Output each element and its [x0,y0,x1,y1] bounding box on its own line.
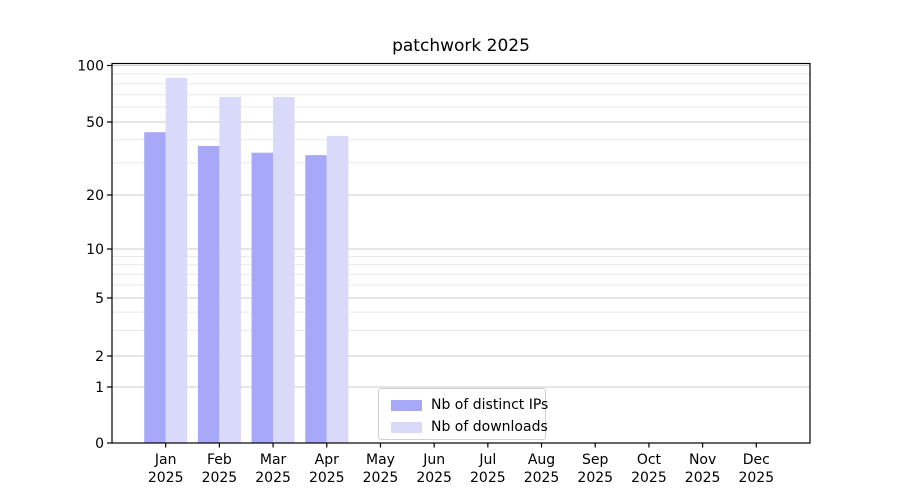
bar-feb-distinct-ips [197,145,220,443]
y-tick-label-2: 2 [95,349,104,365]
y-axis: 0 1 2 5 10 20 50 100 [77,59,112,452]
plot-border [111,62,811,444]
x-tick-label-oct: Oct 2025 [631,452,667,486]
bar-feb-downloads [219,96,241,444]
bar-jan-distinct-ips [144,132,166,443]
x-tick-label-aug: Aug 2025 [524,452,560,486]
x-tick-label-jun: Jun 2025 [416,452,452,486]
y-tick-label-50: 50 [86,115,104,131]
chart-title: patchwork 2025 [392,36,530,56]
y-tick-label-0: 0 [95,436,104,452]
bar-jan-downloads [165,77,188,443]
y-tick-label-20: 20 [86,188,104,204]
y-tick-label-10: 10 [86,242,104,258]
bar-apr-downloads [326,135,349,443]
bar-mar-distinct-ips [251,152,274,444]
y-tick-label-5: 5 [95,291,104,307]
legend: Nb of distinct IPs Nb of downloads [378,388,549,440]
legend-label-downloads: Nb of downloads [431,419,548,435]
x-tick-label-nov: Nov 2025 [685,452,721,486]
legend-swatch-downloads [391,421,422,433]
x-axis: Jan 2025 Feb 2025 Mar 2025 Apr 2025 May 2025 Jun 20… [148,443,774,486]
x-tick-label-sep: Sep 2025 [577,452,613,486]
y-tick-label-100: 100 [77,59,104,75]
legend-label-distinct-ips: Nb of distinct IPs [431,397,549,413]
y-tick-label-1: 1 [95,380,104,396]
y-gridlines-minor [112,73,810,331]
bars [144,77,349,444]
x-tick-label-mar: Mar 2025 [255,452,291,486]
x-tick-label-dec: Dec 2025 [738,452,774,486]
x-tick-label-jan: Jan 2025 [148,452,184,486]
x-tick-label-feb: Feb 2025 [202,452,238,486]
legend-item-distinct-ips: Nb of distinct IPs [391,395,549,415]
x-tick-label-apr: Apr 2025 [309,452,345,486]
x-tick-label-jul: Jul 2025 [470,452,506,486]
legend-swatch-distinct-ips [391,399,422,411]
x-tick-label-may: May 2025 [363,452,399,486]
legend-item-downloads: Nb of downloads [391,417,548,437]
bar-mar-downloads [273,96,295,444]
bar-apr-distinct-ips [305,155,327,444]
